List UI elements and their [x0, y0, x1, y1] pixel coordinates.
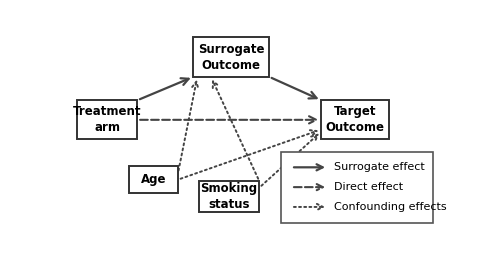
FancyBboxPatch shape: [130, 166, 178, 193]
Text: Direct effect: Direct effect: [334, 182, 403, 192]
FancyBboxPatch shape: [321, 100, 389, 139]
Text: Smoking
status: Smoking status: [200, 182, 258, 211]
FancyBboxPatch shape: [199, 181, 259, 212]
Text: Age: Age: [141, 173, 167, 186]
Text: Surrogate effect: Surrogate effect: [334, 162, 424, 172]
FancyBboxPatch shape: [282, 152, 432, 222]
FancyBboxPatch shape: [194, 37, 269, 77]
Text: Surrogate
Outcome: Surrogate Outcome: [198, 42, 264, 71]
Text: Target
Outcome: Target Outcome: [326, 105, 384, 134]
Text: Treatment
arm: Treatment arm: [73, 105, 142, 134]
FancyBboxPatch shape: [77, 100, 137, 139]
Text: Confounding effects: Confounding effects: [334, 202, 446, 212]
